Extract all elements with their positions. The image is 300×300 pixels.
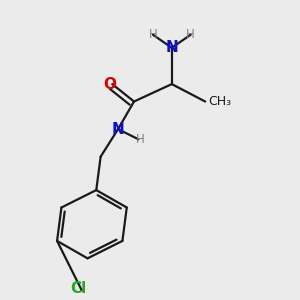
- Text: H: H: [186, 28, 195, 41]
- Text: O: O: [103, 76, 116, 92]
- Text: N: N: [112, 122, 124, 136]
- Text: H: H: [148, 28, 157, 41]
- Text: CH₃: CH₃: [208, 95, 231, 108]
- Text: Cl: Cl: [71, 281, 87, 296]
- Text: N: N: [165, 40, 178, 55]
- Text: H: H: [136, 133, 144, 146]
